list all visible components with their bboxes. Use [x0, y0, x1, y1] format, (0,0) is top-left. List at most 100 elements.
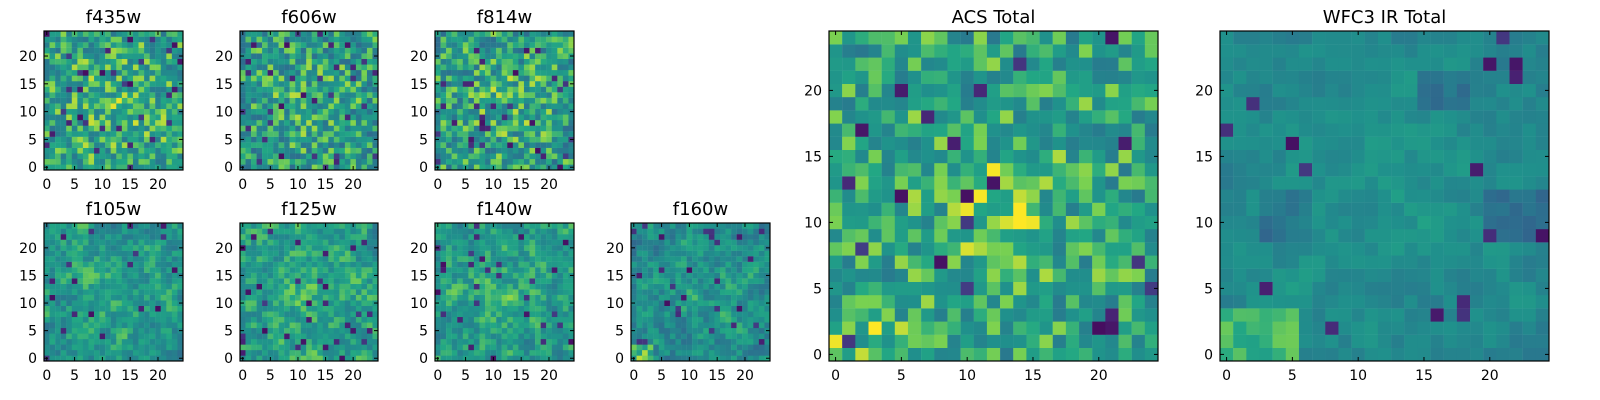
heatmap-cell: [557, 36, 564, 43]
heatmap-cell: [551, 245, 558, 251]
heatmap-cell: [94, 47, 100, 54]
heatmap-cell: [842, 308, 856, 322]
heatmap-cell: [507, 147, 514, 154]
heatmap-cell: [440, 349, 447, 356]
heatmap-cell: [719, 300, 726, 306]
heatmap-cell: [742, 322, 748, 329]
heatmap-cell: [501, 64, 508, 71]
heatmap-cell: [658, 322, 665, 329]
heatmap-cell: [82, 158, 89, 165]
heatmap-cell: [681, 344, 687, 351]
heatmap-cell: [311, 228, 318, 235]
heatmap-cell: [138, 349, 145, 356]
heatmap-cell: [138, 142, 145, 148]
heatmap-cell: [306, 223, 312, 229]
x-tick-label: 15: [512, 368, 530, 384]
heatmap-cell: [894, 295, 909, 309]
heatmap-cell: [372, 58, 379, 65]
heatmap-cell: [372, 119, 379, 126]
heatmap-cell: [658, 278, 665, 284]
heatmap-cell: [523, 42, 530, 48]
heatmap-cell: [551, 147, 558, 154]
heatmap-cell: [535, 322, 541, 329]
heatmap-cell: [947, 334, 961, 348]
heatmap-cell: [77, 147, 84, 154]
heatmap-cell: [557, 81, 564, 87]
heatmap-cell: [110, 114, 117, 121]
heatmap-cell: [306, 305, 312, 312]
heatmap-cell: [127, 272, 134, 279]
heatmap-cell: [94, 322, 100, 329]
heatmap-cell: [372, 31, 379, 37]
heatmap-cell: [289, 119, 296, 126]
heatmap-cell: [121, 108, 128, 115]
heatmap-cell: [669, 311, 676, 318]
heatmap-cell: [669, 283, 676, 290]
heatmap-cell: [273, 333, 279, 340]
heatmap-cell: [731, 278, 737, 284]
heatmap-cell: [551, 47, 558, 54]
heatmap-cell: [546, 272, 552, 279]
heatmap-cell: [55, 333, 61, 340]
heatmap-cell: [562, 158, 569, 165]
heatmap-cell: [105, 256, 111, 262]
heatmap-cell: [907, 308, 922, 322]
heatmap-cell: [479, 47, 486, 54]
heatmap-cell: [562, 322, 569, 329]
heatmap-cell: [562, 355, 569, 362]
heatmap-cell: [725, 349, 732, 356]
heatmap-cell: [1105, 268, 1119, 282]
heatmap-cell: [1013, 242, 1027, 256]
heatmap-cell: [328, 239, 335, 246]
heatmap-cell: [262, 338, 268, 345]
heatmap-cell: [88, 47, 95, 54]
heatmap-cell: [166, 267, 173, 273]
heatmap-cell: [300, 245, 307, 251]
heatmap-cell: [501, 69, 508, 76]
heatmap-cell: [289, 31, 296, 37]
heatmap-cell: [155, 338, 161, 345]
heatmap-cell: [322, 69, 329, 76]
heatmap-cell: [166, 125, 173, 132]
heatmap-cell: [60, 142, 67, 148]
heatmap-cell: [60, 256, 67, 262]
heatmap-cell: [149, 103, 156, 110]
heatmap-cell: [333, 75, 340, 82]
heatmap-cell: [725, 239, 732, 246]
heatmap-cell: [245, 153, 252, 160]
heatmap-cell: [77, 114, 84, 121]
heatmap-cell: [435, 114, 441, 121]
heatmap-cell: [306, 338, 312, 345]
heatmap-cell: [317, 239, 323, 246]
heatmap-cell: [753, 272, 760, 279]
heatmap-cell: [177, 125, 184, 132]
heatmap-cell: [132, 97, 139, 104]
heatmap-cell: [658, 305, 665, 312]
heatmap-cell: [473, 311, 480, 318]
heatmap-cell: [355, 47, 362, 54]
heatmap-cell: [171, 267, 178, 273]
heatmap-cell: [66, 234, 72, 240]
heatmap-cell: [240, 305, 246, 312]
heatmap-cell: [372, 158, 379, 165]
heatmap-cell: [540, 239, 547, 246]
heatmap-cell: [60, 344, 67, 351]
heatmap-cell: [1105, 215, 1119, 230]
heatmap-cell: [240, 147, 246, 154]
heatmap-cell: [692, 305, 698, 312]
heatmap-cell: [535, 47, 541, 54]
heatmap-cell: [485, 158, 491, 165]
heatmap-cell: [636, 239, 643, 246]
heatmap-cell: [842, 321, 856, 335]
heatmap-cell: [366, 250, 373, 257]
heatmap-cell: [557, 131, 564, 137]
heatmap-cell: [546, 36, 552, 43]
heatmap-cell: [361, 267, 368, 273]
heatmap-cell: [1092, 255, 1106, 269]
heatmap-cell: [960, 176, 974, 190]
heatmap-cell: [60, 349, 67, 356]
heatmap-cell: [110, 300, 117, 306]
x-tick-label: 5: [461, 177, 470, 193]
heatmap-cell: [171, 338, 178, 345]
